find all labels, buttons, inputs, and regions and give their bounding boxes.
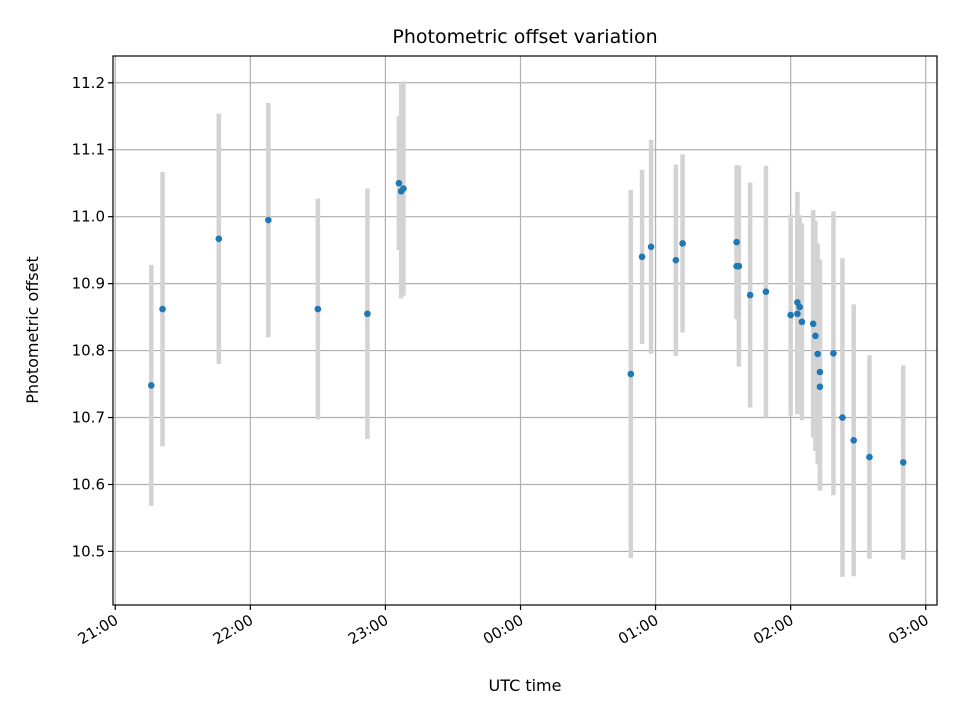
data-point <box>627 370 635 378</box>
data-point <box>314 305 322 313</box>
data-point <box>735 262 743 270</box>
y-tick-label: 11.2 <box>72 74 105 92</box>
data-point <box>899 459 907 466</box>
data-point <box>400 185 407 192</box>
data-point <box>733 238 740 246</box>
data-point <box>265 216 272 224</box>
data-point <box>794 310 801 318</box>
data-point <box>814 350 821 358</box>
data-point <box>147 382 155 389</box>
data-point <box>364 310 371 318</box>
y-tick-label: 10.8 <box>72 342 105 360</box>
data-point <box>809 320 817 328</box>
y-axis-ticks: 10.5 10.6 10.7 10.8 10.9 11.0 11.1 11.2 <box>72 74 113 560</box>
data-point <box>159 305 166 313</box>
y-tick-label: 10.6 <box>72 475 105 493</box>
data-point <box>638 253 646 261</box>
y-tick-label: 11.0 <box>72 208 105 226</box>
data-point <box>796 303 803 311</box>
y-axis-label: Photometric offset <box>23 256 42 404</box>
data-point <box>647 243 655 251</box>
data-points <box>147 179 907 466</box>
data-point <box>787 311 794 319</box>
y-tick-label: 10.7 <box>72 409 105 427</box>
data-point <box>746 291 754 299</box>
data-point <box>679 240 686 247</box>
data-point <box>816 383 824 391</box>
data-point <box>762 288 770 295</box>
y-tick-label: 10.5 <box>72 542 105 560</box>
data-point <box>866 453 873 461</box>
data-point <box>215 235 223 243</box>
grid-lines <box>113 56 937 605</box>
data-point <box>395 179 403 187</box>
data-point <box>850 437 857 444</box>
data-point <box>798 318 806 326</box>
chart-title: Photometric offset variation <box>392 26 657 48</box>
data-point <box>812 332 819 340</box>
y-tick-label: 10.9 <box>72 275 105 293</box>
data-point <box>830 349 837 357</box>
y-tick-label: 11.1 <box>72 141 105 159</box>
data-point <box>672 256 680 264</box>
data-point <box>839 414 846 421</box>
data-point <box>816 368 824 376</box>
plot-area-frame <box>112 55 938 606</box>
x-axis-label: UTC time <box>489 676 562 695</box>
